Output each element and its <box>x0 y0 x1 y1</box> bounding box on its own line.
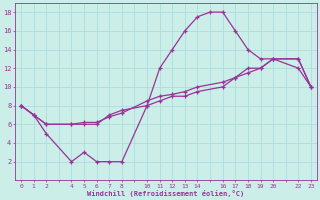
X-axis label: Windchill (Refroidissement éolien,°C): Windchill (Refroidissement éolien,°C) <box>87 190 244 197</box>
